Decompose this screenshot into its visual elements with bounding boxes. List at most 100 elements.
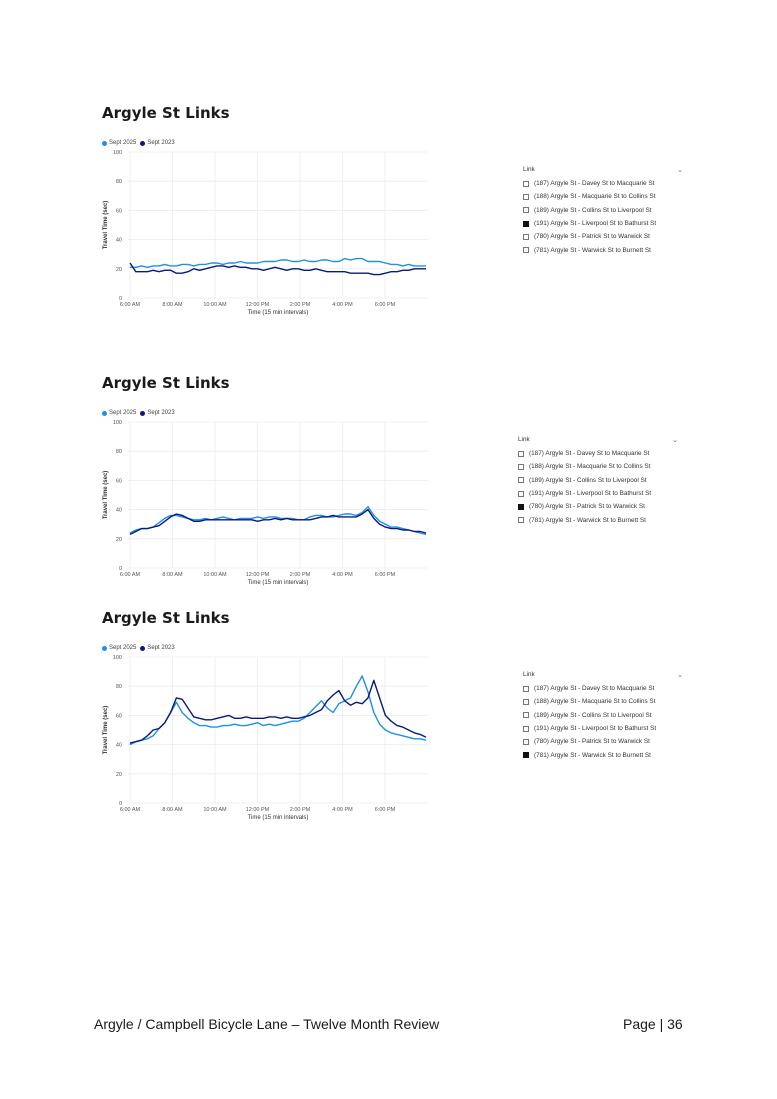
y-axis-label: Travel Time (sec) bbox=[103, 201, 109, 250]
slicer-option[interactable]: (780) Argyle St - Patrick St to Warwick … bbox=[523, 735, 683, 748]
slicer-option[interactable]: (188) Argyle St - Macquarie St to Collin… bbox=[523, 190, 683, 203]
legend-label: Sept 2023 bbox=[147, 410, 175, 416]
checkbox-icon[interactable] bbox=[523, 698, 529, 705]
chevron-down-icon[interactable]: ⌄ bbox=[677, 672, 683, 679]
slicer-option[interactable]: (189) Argyle St - Collins St to Liverpoo… bbox=[523, 709, 683, 722]
legend-item-sept-2025[interactable]: Sept 2025 bbox=[102, 410, 136, 416]
series-line-sept-2025[interactable] bbox=[130, 257, 426, 269]
checkbox-icon[interactable] bbox=[523, 712, 529, 719]
checkbox-icon[interactable] bbox=[518, 517, 524, 524]
slicer-option-label: (188) Argyle St - Macquarie St to Collin… bbox=[529, 463, 651, 471]
slicer-option-label: (189) Argyle St - Collins St to Liverpoo… bbox=[534, 206, 652, 214]
legend-dot-icon bbox=[102, 645, 107, 651]
slicer-option[interactable]: (187) Argyle St - Davey St to Macquarie … bbox=[523, 682, 683, 695]
y-axis-label: Travel Time (sec) bbox=[103, 471, 109, 520]
slicer-option-label: (780) Argyle St - Patrick St to Warwick … bbox=[534, 233, 650, 241]
slicer-option-label: (781) Argyle St - Warwick St to Burnett … bbox=[534, 246, 651, 254]
checkbox-icon[interactable] bbox=[523, 193, 529, 200]
series-line-sept-2025[interactable] bbox=[129, 505, 427, 536]
slicer-label: Link bbox=[523, 166, 535, 173]
legend-label: Sept 2025 bbox=[109, 140, 137, 146]
x-tick-label: 10:00 AM bbox=[203, 807, 227, 813]
footer-page-number: Page | 36 bbox=[623, 1016, 683, 1032]
y-tick-label: 60 bbox=[116, 713, 122, 719]
checkbox-checked-icon[interactable] bbox=[523, 220, 529, 227]
line-chart: 100 80 60 40 20 06:00 AM 8:00 AM 10:00 AM 12:00 … bbox=[103, 655, 428, 821]
chart-title: Argyle St Links bbox=[102, 609, 230, 627]
legend-item-sept-2023[interactable]: Sept 2023 bbox=[140, 140, 175, 146]
slicer-option[interactable]: (191) Argyle St - Liverpool St to Bathur… bbox=[518, 487, 678, 500]
legend-dot-icon bbox=[102, 140, 107, 146]
slicer-option-label: (187) Argyle St - Davey St to Macquarie … bbox=[534, 180, 655, 188]
y-tick-label: 60 bbox=[116, 208, 122, 214]
slicer-option-label: (781) Argyle St - Warwick St to Burnett … bbox=[529, 516, 646, 524]
slicer-option-label: (187) Argyle St - Davey St to Macquarie … bbox=[534, 685, 655, 693]
x-tick-label: 12:00 PM bbox=[246, 572, 270, 578]
x-tick-label: 6:00 AM bbox=[120, 572, 141, 578]
slicer-option-label: (187) Argyle St - Davey St to Macquarie … bbox=[529, 450, 650, 458]
checkbox-checked-icon[interactable] bbox=[518, 503, 524, 510]
x-axis-label: Time (15 min intervals) bbox=[248, 580, 309, 586]
slicer-option-label: (189) Argyle St - Collins St to Liverpoo… bbox=[529, 476, 647, 484]
y-tick-label: 40 bbox=[116, 743, 122, 749]
x-tick-label: 2:00 PM bbox=[290, 302, 311, 308]
checkbox-checked-icon[interactable] bbox=[523, 752, 529, 759]
checkbox-icon[interactable] bbox=[523, 247, 529, 254]
chart-panel-1: Argyle St Links Sept 2025 Sept 2023 100 8… bbox=[0, 104, 777, 319]
legend-item-sept-2023[interactable]: Sept 2023 bbox=[140, 645, 175, 651]
checkbox-icon[interactable] bbox=[523, 725, 529, 732]
footer-document-title: Argyle / Campbell Bicycle Lane – Twelve … bbox=[94, 1016, 440, 1032]
x-tick-label: 12:00 PM bbox=[246, 302, 270, 308]
chart-title: Argyle St Links bbox=[102, 104, 230, 122]
legend-item-sept-2023[interactable]: Sept 2023 bbox=[140, 410, 175, 416]
chart-legend: Sept 2025 Sept 2023 bbox=[102, 410, 179, 416]
checkbox-icon[interactable] bbox=[518, 450, 524, 457]
checkbox-icon[interactable] bbox=[518, 463, 524, 470]
chevron-down-icon[interactable]: ⌄ bbox=[677, 167, 683, 174]
chevron-down-icon[interactable]: ⌄ bbox=[672, 437, 678, 444]
chart-legend: Sept 2025 Sept 2023 bbox=[102, 140, 179, 146]
slicer-option[interactable]: (189) Argyle St - Collins St to Liverpoo… bbox=[523, 204, 683, 217]
line-chart: 100 80 60 40 20 06:00 AM 8:00 AM 10:00 AM 12:00 … bbox=[103, 150, 428, 316]
legend-item-sept-2025[interactable]: Sept 2025 bbox=[102, 140, 136, 146]
slicer-option[interactable]: (188) Argyle St - Macquarie St to Collin… bbox=[523, 695, 683, 708]
slicer-option[interactable]: (780) Argyle St - Patrick St to Warwick … bbox=[523, 230, 683, 243]
slicer-option[interactable]: (191) Argyle St - Liverpool St to Bathur… bbox=[523, 217, 683, 230]
y-tick-label: 0 bbox=[119, 566, 122, 572]
slicer-option[interactable]: (189) Argyle St - Collins St to Liverpoo… bbox=[518, 474, 678, 487]
checkbox-icon[interactable] bbox=[523, 207, 529, 214]
checkbox-icon[interactable] bbox=[523, 738, 529, 745]
slicer-option[interactable]: (188) Argyle St - Macquarie St to Collin… bbox=[518, 460, 678, 473]
x-tick-label: 4:00 PM bbox=[332, 302, 353, 308]
y-tick-label: 100 bbox=[113, 150, 122, 156]
series-line-sept-2023[interactable] bbox=[129, 262, 426, 276]
series-line-sept-2023[interactable] bbox=[129, 508, 427, 536]
legend-item-sept-2025[interactable]: Sept 2025 bbox=[102, 645, 136, 651]
slicer-option[interactable]: (781) Argyle St - Warwick St to Burnett … bbox=[523, 748, 683, 761]
y-tick-label: 20 bbox=[116, 772, 122, 778]
slicer-option[interactable]: (781) Argyle St - Warwick St to Burnett … bbox=[518, 513, 678, 526]
y-tick-label: 80 bbox=[116, 449, 122, 455]
legend-dot-icon bbox=[140, 645, 146, 651]
series-line-sept-2023[interactable] bbox=[129, 679, 427, 744]
slicer-option[interactable]: (781) Argyle St - Warwick St to Burnett … bbox=[523, 243, 683, 256]
checkbox-icon[interactable] bbox=[523, 685, 529, 692]
series-line-sept-2025[interactable] bbox=[129, 675, 427, 746]
slicer-option-label: (780) Argyle St - Patrick St to Warwick … bbox=[534, 738, 650, 746]
x-tick-label: 4:00 PM bbox=[332, 807, 353, 813]
slicer-option[interactable]: (191) Argyle St - Liverpool St to Bathur… bbox=[523, 722, 683, 735]
legend-label: Sept 2023 bbox=[147, 140, 175, 146]
y-tick-label: 40 bbox=[116, 508, 122, 514]
checkbox-icon[interactable] bbox=[523, 233, 529, 240]
checkbox-icon[interactable] bbox=[518, 477, 524, 484]
checkbox-icon[interactable] bbox=[523, 180, 529, 187]
y-tick-label: 40 bbox=[116, 238, 122, 244]
chart-title: Argyle St Links bbox=[102, 374, 230, 392]
chart-panel-3: Argyle St Links Sept 2025 Sept 2023 100 8… bbox=[0, 609, 777, 824]
checkbox-icon[interactable] bbox=[518, 490, 524, 497]
slicer-option[interactable]: (187) Argyle St - Davey St to Macquarie … bbox=[523, 177, 683, 190]
slicer-option[interactable]: (187) Argyle St - Davey St to Macquarie … bbox=[518, 447, 678, 460]
legend-dot-icon bbox=[140, 410, 146, 416]
slicer-option[interactable]: (780) Argyle St - Patrick St to Warwick … bbox=[518, 500, 678, 513]
x-tick-label: 6:00 PM bbox=[375, 302, 396, 308]
